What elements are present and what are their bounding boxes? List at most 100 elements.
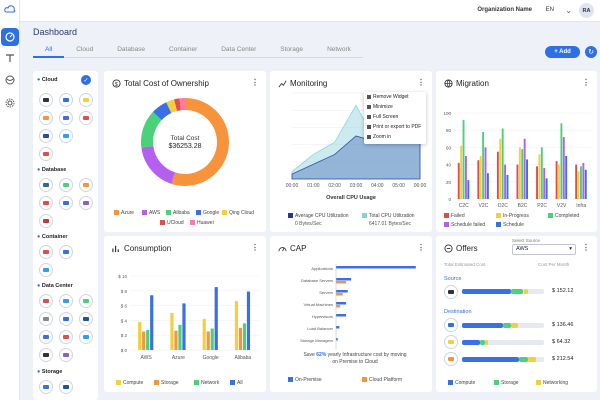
offer-bar-compute [462, 289, 512, 294]
oracle-logo-icon[interactable] [79, 111, 93, 125]
monitoring-menu-icon[interactable]: ⋮ [417, 78, 425, 87]
menu-full-screen[interactable]: Full Screen [364, 112, 426, 122]
ucloud-logo-icon[interactable] [59, 111, 73, 125]
docker-logo-icon[interactable] [39, 263, 53, 277]
legend-aws: AWS [142, 210, 160, 216]
menu-minimize[interactable]: Minimize [364, 102, 426, 112]
bar-c2c-completed [462, 119, 465, 199]
language-selector[interactable]: EN [545, 7, 554, 13]
mongodb-logo-icon[interactable] [59, 178, 73, 192]
huawei-logo-icon[interactable] [39, 147, 53, 161]
check-icon[interactable]: ✓ [81, 75, 91, 85]
legend-qing-cloud: Qing Cloud [222, 210, 254, 216]
x-tick-label: Alibaba [235, 355, 252, 361]
tab-storage[interactable]: Storage [268, 44, 316, 58]
migration-nav-icon[interactable] [4, 52, 16, 64]
legend-on-premise: On-Premise [288, 377, 322, 383]
organization-name[interactable]: Organization Name [477, 7, 532, 13]
kubernetes-logo-icon[interactable] [59, 245, 73, 259]
refresh-icon[interactable]: ↻ [585, 46, 597, 58]
vsan-logo-icon[interactable] [59, 380, 73, 394]
tab-cloud[interactable]: Cloud [64, 44, 106, 58]
bar-azure-compute [170, 313, 174, 350]
chevron-down-icon[interactable]: ⌄ [565, 6, 572, 15]
ibm-power-logo-icon[interactable] [39, 348, 53, 362]
dashboard-nav-icon[interactable] [1, 28, 19, 46]
source-select[interactable]: AWS ▾ [512, 244, 576, 255]
cap-card: CAP ⋮ Applications Database Servers Server… [270, 236, 432, 392]
cap-menu-icon[interactable]: ⋮ [417, 243, 425, 252]
offer-bar-network [523, 289, 528, 294]
tab-data-center[interactable]: Data Center [209, 44, 269, 58]
digitalocean-logo-icon[interactable] [59, 129, 73, 143]
vmware-logo-icon[interactable] [39, 312, 53, 326]
mysql-logo-icon[interactable] [79, 178, 93, 192]
offers-menu-icon[interactable]: ⋮ [582, 243, 590, 252]
nutanix-logo-icon[interactable] [79, 294, 93, 308]
section-database[interactable]: ● Database [37, 167, 67, 173]
legend-total-cpu: Total CPU Utilization [362, 213, 415, 219]
col-cost-per-month: Cost Per Month [538, 262, 570, 267]
consumption-title: Consumption [124, 244, 172, 253]
consumption-menu-icon[interactable]: ⋮ [251, 243, 259, 252]
legend-huawei: Huawei [190, 220, 214, 226]
y-tick-label: $ 2 [121, 333, 128, 338]
hpe-logo-icon[interactable] [39, 294, 53, 308]
proxmox-logo-icon[interactable] [59, 348, 73, 362]
cap-bar-load-balancer-0 [336, 326, 340, 329]
tab-container[interactable]: Container [157, 44, 210, 58]
openstack-logo-icon[interactable] [59, 330, 73, 344]
openshift-logo-icon[interactable] [39, 245, 53, 259]
ibm-logo-icon[interactable] [39, 129, 53, 143]
bar-infra-schedule [584, 169, 587, 199]
offer-bar-storage [503, 323, 512, 328]
mariadb-logo-icon[interactable] [59, 196, 73, 210]
cassandra-logo-icon[interactable] [79, 196, 93, 210]
migration-menu-icon[interactable]: ⋮ [582, 78, 590, 87]
mssql-logo-icon[interactable] [39, 214, 53, 228]
tco-title: Total Cost of Ownership [124, 79, 209, 88]
tab-all[interactable]: All [33, 44, 65, 58]
legend-cloud-platform: Cloud Platform [362, 377, 402, 383]
alibaba-logo-icon[interactable] [39, 111, 53, 125]
consumption-chart-icon [112, 245, 119, 253]
y-tick-label: 40 [446, 163, 452, 168]
tab-network[interactable]: Network [315, 44, 363, 58]
menu-remove-widget[interactable]: Remove Widget [364, 92, 426, 102]
tab-database[interactable]: Database [105, 44, 158, 58]
cap-category-label: Load Balancer [307, 326, 333, 331]
settings-gear-icon[interactable] [4, 97, 16, 109]
section-data-center[interactable]: ● Data Center [37, 283, 73, 289]
legend-offer-compute: Compute [448, 380, 475, 386]
azure-logo-icon[interactable] [59, 93, 73, 107]
menu-print-export[interactable]: Print or export to PDF [364, 122, 426, 132]
legend-all: All [230, 380, 243, 386]
hyperv-logo-icon[interactable] [39, 330, 53, 344]
section-container[interactable]: ● Container [37, 234, 68, 240]
section-storage[interactable]: ● Storage [37, 369, 63, 375]
salesforce-logo-icon[interactable] [79, 330, 93, 344]
network-nav-icon[interactable] [4, 74, 16, 86]
redis-logo-icon[interactable] [39, 196, 53, 210]
avatar[interactable]: RA [579, 3, 594, 18]
netapp-logo-icon[interactable] [79, 312, 93, 326]
cap-category-label: Database Servers [301, 278, 333, 283]
dell-logo-icon[interactable] [59, 312, 73, 326]
postgres-logo-icon[interactable] [39, 178, 53, 192]
gcp-logo-icon[interactable] [79, 93, 93, 107]
cloud-logo-icon[interactable] [4, 3, 16, 15]
cap-bar-hypervisors-0 [336, 314, 347, 317]
section-cloud[interactable]: ● Cloud [37, 77, 58, 83]
s3-logo-icon[interactable] [39, 380, 53, 394]
cisco-logo-icon[interactable] [59, 294, 73, 308]
cap-savings-note: Save 62% yearly Infrastructure cost by m… [303, 352, 407, 365]
select-source-label: Select Source [512, 238, 541, 243]
offer-amount-dest-1: $ 136.46 [552, 322, 574, 328]
add-button[interactable]: + Add [545, 46, 580, 58]
migration-card: Migration ⋮ 0 20 40 60 80 100 C2C V2C D2C B2C P2C V… [436, 71, 597, 232]
menu-zoom-in[interactable]: Zoom in [364, 132, 426, 142]
legend-completed: Completed [548, 213, 579, 219]
aws-logo-icon[interactable] [39, 93, 53, 107]
bar-p2c-in-progress [538, 154, 541, 199]
tco-menu-icon[interactable]: ⋮ [251, 78, 259, 87]
